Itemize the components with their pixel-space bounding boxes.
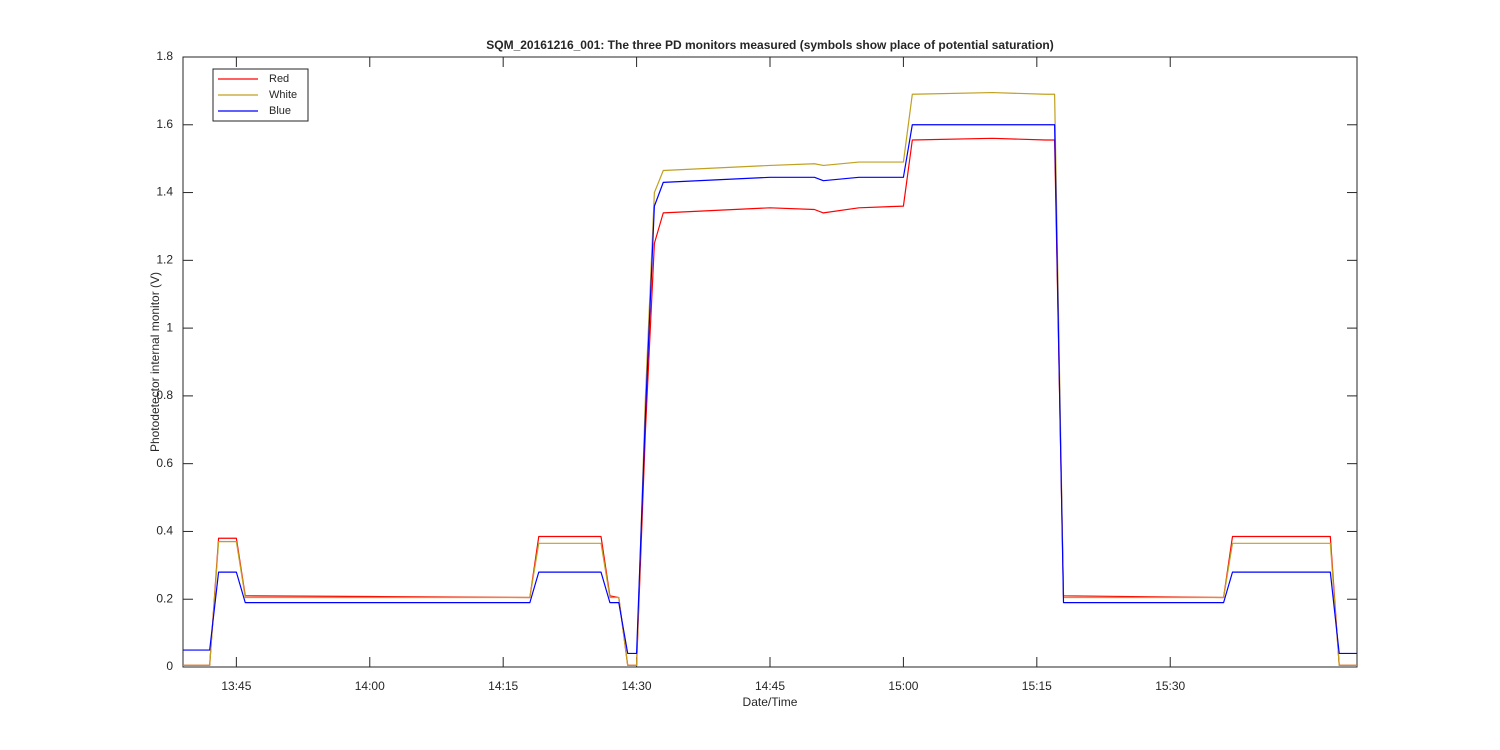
y-tick-label: 0.2	[156, 591, 173, 605]
x-tick-label: 14:45	[755, 679, 785, 693]
chart-title: SQM_20161216_001: The three PD monitors …	[486, 38, 1054, 52]
x-tick-label: 13:45	[221, 679, 251, 693]
y-tick-label: 1	[166, 320, 173, 334]
y-tick-label: 1.6	[156, 117, 173, 131]
y-tick-label: 1.8	[156, 49, 173, 63]
x-tick-label: 14:00	[355, 679, 385, 693]
x-tick-label: 15:15	[1022, 679, 1052, 693]
y-tick-label: 1.2	[156, 253, 173, 267]
x-tick-label: 15:30	[1155, 679, 1185, 693]
y-tick-label: 1.4	[156, 185, 173, 199]
y-tick-label: 0.6	[156, 456, 173, 470]
legend-label: White	[269, 89, 297, 101]
legend-label: Red	[269, 73, 289, 85]
legend-box	[212, 68, 309, 122]
x-tick-label: 14:15	[488, 679, 518, 693]
plot-frame	[182, 56, 1358, 668]
y-axis-label: Photodetector internal monitor (V)	[148, 272, 162, 452]
legend-label: Blue	[269, 105, 291, 117]
y-tick-label: 0.8	[156, 388, 173, 402]
x-tick-label: 14:30	[622, 679, 652, 693]
y-tick-label: 0	[166, 659, 173, 673]
data-line	[183, 124, 1357, 655]
y-tick-label: 0.4	[156, 524, 173, 538]
x-axis-label: Date/Time	[743, 695, 798, 709]
x-tick-label: 15:00	[888, 679, 918, 693]
